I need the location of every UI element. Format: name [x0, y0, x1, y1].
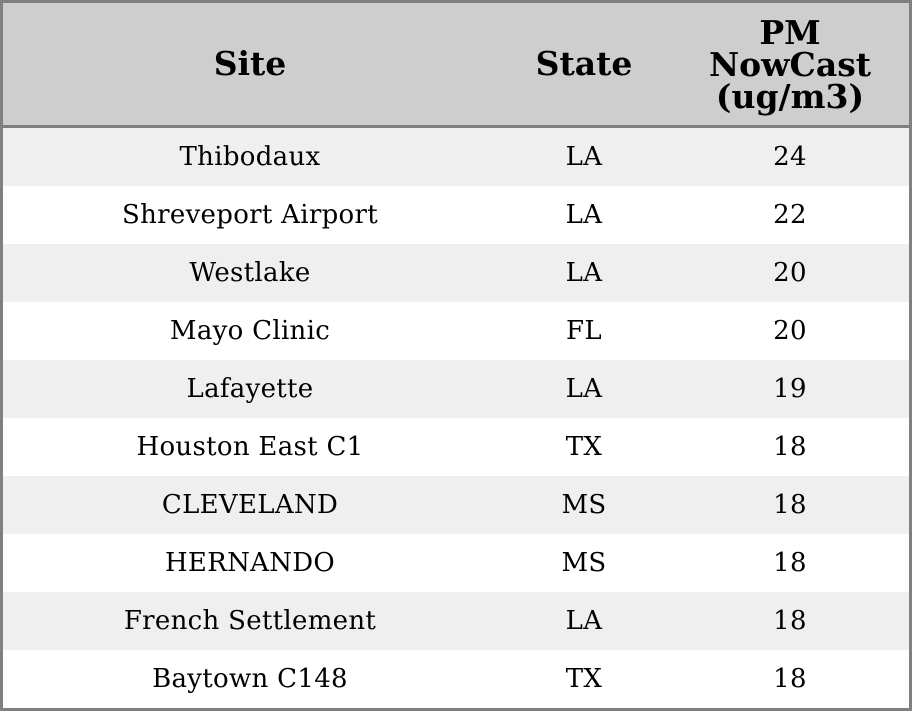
pm-value-cell: 18 — [773, 606, 807, 636]
state-cell: LA — [565, 374, 603, 404]
site-cell: HERNANDO — [164, 548, 336, 578]
table-row: HERNANDO MS 18 — [3, 534, 909, 592]
pm-value-cell: 18 — [773, 432, 807, 462]
table-row: CLEVELAND MS 18 — [3, 476, 909, 534]
site-cell: Shreveport Airport — [122, 200, 378, 230]
table-row: Mayo Clinic FL 20 — [3, 302, 909, 360]
pm-value-cell: 19 — [773, 374, 807, 404]
table-row: French Settlement LA 18 — [3, 592, 909, 650]
site-cell: French Settlement — [123, 606, 377, 636]
table-row: Baytown C148 TX 18 — [3, 650, 909, 708]
table-row: Thibodaux LA 24 — [3, 128, 909, 186]
state-cell: LA — [565, 200, 603, 230]
table-row: Westlake LA 20 — [3, 244, 909, 302]
site-cell: Westlake — [189, 258, 311, 288]
site-cell: Houston East C1 — [136, 432, 364, 462]
table-row: Houston East C1 TX 18 — [3, 418, 909, 476]
table-header: Site State PM NowCast (ug/m3) — [3, 3, 909, 128]
column-header-site: Site — [213, 44, 287, 83]
state-cell: FL — [566, 316, 602, 346]
site-cell: Thibodaux — [179, 142, 321, 172]
pm-value-cell: 18 — [773, 548, 807, 578]
site-cell: Baytown C148 — [152, 664, 348, 694]
pm-value-cell: 18 — [773, 664, 807, 694]
state-cell: LA — [565, 142, 603, 172]
pm-value-cell: 22 — [773, 200, 807, 230]
table-row: Lafayette LA 19 — [3, 360, 909, 418]
pm-value-cell: 24 — [773, 142, 807, 172]
state-cell: LA — [565, 258, 603, 288]
state-cell: MS — [561, 548, 607, 578]
column-header-state: State — [535, 44, 633, 83]
state-cell: TX — [565, 664, 603, 694]
site-cell: Mayo Clinic — [169, 316, 331, 346]
site-cell: CLEVELAND — [161, 490, 339, 520]
state-cell: MS — [561, 490, 607, 520]
pm-value-cell: 20 — [773, 258, 807, 288]
pm-value-cell: 20 — [773, 316, 807, 346]
table-body: Thibodaux LA 24 Shreveport Airport LA 22 Westl… — [3, 128, 909, 708]
state-cell: TX — [565, 432, 603, 462]
column-header-pm-nowcast: PM NowCast (ug/m3) — [708, 13, 872, 116]
table-row: Shreveport Airport LA 22 — [3, 186, 909, 244]
state-cell: LA — [565, 606, 603, 636]
site-cell: Lafayette — [186, 374, 314, 404]
pm-value-cell: 18 — [773, 490, 807, 520]
